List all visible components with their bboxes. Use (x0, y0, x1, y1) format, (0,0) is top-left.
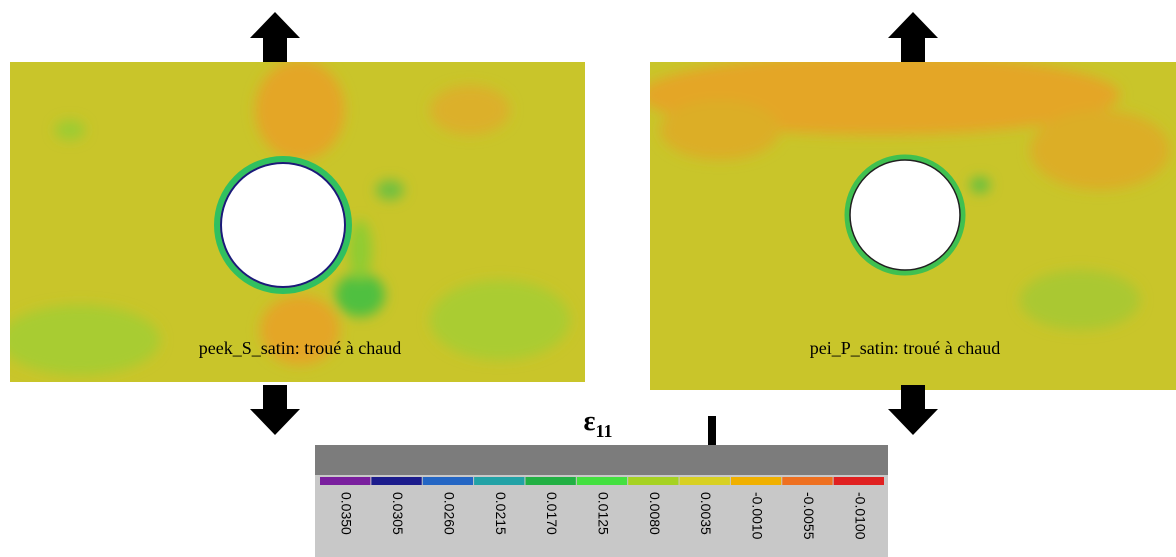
colorbar-segment (679, 477, 730, 485)
strain-field-right (650, 62, 1176, 390)
colorbar-segment (371, 477, 422, 485)
colorbar-label: -0.0010 (750, 492, 766, 540)
colorbar-segment (833, 477, 884, 485)
epsilon: ε (584, 406, 596, 437)
colorbar-segment (474, 477, 525, 485)
colorbar-label: 0.0125 (596, 492, 612, 535)
colorbar-label: 0.0350 (339, 492, 355, 535)
colorbar-segment (628, 477, 679, 485)
colorbar-label: 0.0260 (441, 492, 457, 535)
subscript: 11 (595, 421, 612, 441)
colorbar-label: -0.0100 (852, 492, 868, 540)
colorbar-label: 0.0305 (390, 492, 406, 535)
colorbar-segment (730, 477, 782, 485)
colorbar-segment (525, 477, 576, 485)
colorbar-label: 0.0035 (698, 492, 714, 535)
strain-field-left (10, 62, 585, 382)
panel-label: pei_P_satin: troué à chaud (810, 338, 1000, 358)
colorbar-label: 0.0215 (493, 492, 509, 535)
colorbar-label: 0.0170 (544, 492, 560, 535)
colorbar-segment (320, 477, 371, 485)
colorbar-segment (782, 477, 833, 485)
colorbar-label: -0.0055 (801, 492, 817, 540)
colorbar-label: 0.0080 (647, 492, 663, 535)
colorbar-segment (576, 477, 628, 485)
colorbar-title: ε11 (584, 406, 613, 441)
colorbar-segment (422, 477, 474, 485)
colorbar: 0.0350 0.0305 0.0260 0.0215 0.0170 0.0125 0.00… (315, 445, 888, 557)
panel-label: peek_S_satin: troué à chaud (199, 338, 401, 358)
